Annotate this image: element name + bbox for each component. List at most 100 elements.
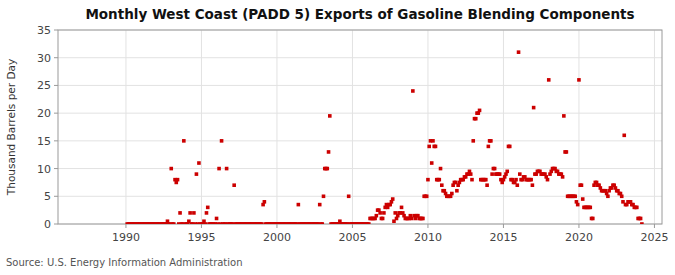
point bbox=[206, 206, 210, 210]
title: Monthly West Coast (PADD 5) Exports of G… bbox=[85, 6, 634, 22]
x-grid-line bbox=[503, 30, 504, 224]
point bbox=[232, 183, 236, 187]
chart: 0510152025303519901995200020052010201520… bbox=[0, 0, 675, 275]
x-grid-line bbox=[125, 30, 126, 224]
point bbox=[203, 222, 207, 224]
point bbox=[532, 106, 536, 110]
plot-frame bbox=[58, 30, 662, 224]
point bbox=[391, 197, 395, 201]
y-tick bbox=[54, 57, 58, 58]
y-tick bbox=[54, 168, 58, 169]
y-axis-label: Thousand Barrels per Day bbox=[5, 59, 17, 196]
point bbox=[577, 78, 581, 82]
point bbox=[367, 222, 371, 224]
point bbox=[490, 172, 494, 176]
x-tick-label: 2015 bbox=[489, 231, 517, 244]
point bbox=[347, 194, 351, 198]
y-tick-label: 30 bbox=[37, 52, 51, 65]
point bbox=[220, 139, 224, 143]
point bbox=[562, 114, 566, 118]
point bbox=[635, 206, 639, 210]
point bbox=[517, 50, 521, 54]
point bbox=[580, 183, 584, 187]
point bbox=[620, 194, 624, 198]
point bbox=[639, 217, 643, 221]
point bbox=[197, 161, 201, 165]
point bbox=[450, 192, 454, 196]
x-grid-line bbox=[578, 30, 579, 224]
y-tick-label: 5 bbox=[44, 190, 51, 203]
point bbox=[437, 178, 441, 182]
point bbox=[225, 167, 229, 171]
grid bbox=[58, 30, 662, 224]
point bbox=[400, 206, 404, 210]
point bbox=[205, 211, 209, 215]
source-note: Source: U.S. Energy Information Administ… bbox=[6, 257, 243, 268]
x-tick-label: 2010 bbox=[414, 231, 442, 244]
point bbox=[439, 167, 443, 171]
point bbox=[434, 145, 438, 149]
point bbox=[565, 150, 569, 154]
x-tick-label: 1995 bbox=[187, 231, 215, 244]
y-grid-line bbox=[58, 57, 662, 58]
y-tick-label: 20 bbox=[37, 107, 51, 120]
y-grid-line bbox=[58, 140, 662, 141]
point bbox=[318, 203, 322, 207]
point bbox=[169, 167, 173, 171]
point bbox=[172, 222, 176, 224]
y-tick bbox=[54, 113, 58, 114]
point bbox=[622, 134, 626, 138]
point bbox=[431, 139, 435, 143]
y-grid-line bbox=[58, 113, 662, 114]
point bbox=[382, 211, 386, 215]
point bbox=[320, 222, 324, 224]
point bbox=[188, 211, 192, 215]
x-tick bbox=[427, 224, 428, 228]
point bbox=[327, 150, 331, 154]
y-tick bbox=[54, 196, 58, 197]
point bbox=[176, 178, 180, 182]
x-grid-line bbox=[352, 30, 353, 224]
point bbox=[474, 117, 478, 121]
point bbox=[375, 214, 379, 218]
point bbox=[440, 183, 444, 187]
y-grid-line bbox=[58, 85, 662, 86]
x-grid-line bbox=[276, 30, 277, 224]
y-tick bbox=[54, 85, 58, 86]
point bbox=[325, 167, 329, 171]
point bbox=[182, 139, 186, 143]
point bbox=[573, 194, 577, 198]
point bbox=[328, 114, 332, 118]
point bbox=[489, 139, 493, 143]
point bbox=[581, 197, 585, 201]
point bbox=[576, 203, 580, 207]
point bbox=[531, 183, 535, 187]
x-tick bbox=[503, 224, 504, 228]
y-tick-label: 35 bbox=[37, 24, 51, 37]
point bbox=[591, 217, 595, 221]
point bbox=[215, 217, 219, 221]
y-tick-label: 10 bbox=[37, 163, 51, 176]
point bbox=[260, 222, 264, 224]
point bbox=[411, 89, 415, 93]
x-tick bbox=[201, 224, 202, 228]
point bbox=[195, 172, 199, 176]
point bbox=[487, 145, 491, 149]
y-tick-label: 25 bbox=[37, 79, 51, 92]
y-tick bbox=[54, 30, 58, 31]
point bbox=[426, 178, 430, 182]
point bbox=[514, 178, 518, 182]
point bbox=[425, 194, 429, 198]
x-tick bbox=[578, 224, 579, 228]
point bbox=[469, 172, 473, 176]
point bbox=[192, 211, 196, 215]
point bbox=[381, 217, 385, 221]
point bbox=[430, 161, 434, 165]
x-tick-label: 2020 bbox=[565, 231, 593, 244]
point bbox=[508, 145, 512, 149]
point bbox=[178, 211, 182, 215]
point bbox=[217, 167, 221, 171]
points bbox=[125, 50, 643, 224]
x-tick bbox=[125, 224, 126, 228]
point bbox=[421, 217, 425, 221]
